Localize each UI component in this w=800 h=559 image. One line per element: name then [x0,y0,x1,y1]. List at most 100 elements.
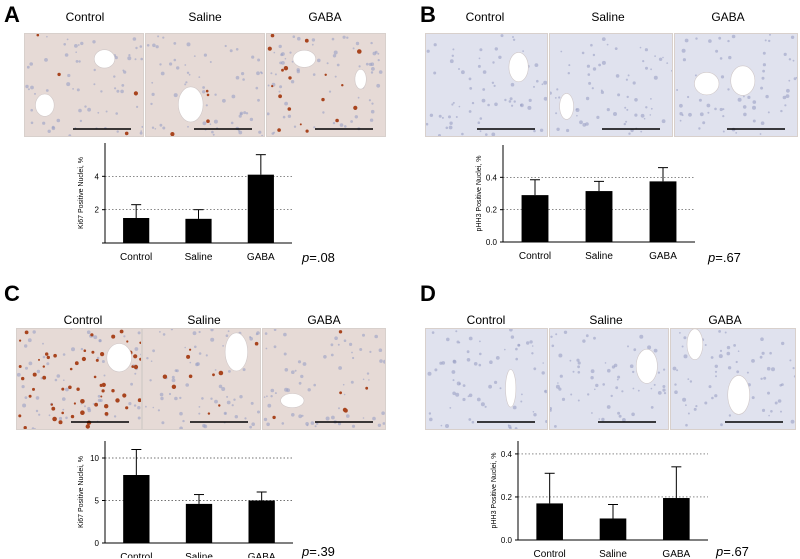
stained-nucleus [101,382,106,387]
bar [599,518,627,540]
nucleus [557,382,559,384]
nucleus [550,335,553,338]
nucleus [617,375,621,379]
stained-nucleus [133,354,138,359]
stained-nucleus [131,365,134,368]
stained-nucleus [133,364,139,370]
nucleus [328,90,332,93]
nucleus [718,36,722,40]
nucleus [113,415,117,418]
nucleus [233,398,236,401]
nucleus [495,356,500,360]
nucleus [315,422,319,425]
nucleus [508,100,512,103]
nucleus [759,355,763,359]
nucleus [681,345,684,348]
nucleus [728,414,732,417]
x-tick-label: Control [120,252,152,263]
nucleus [663,368,666,371]
nucleus [279,61,282,65]
nucleus [762,63,766,67]
stained-nucleus [90,333,94,337]
nucleus [767,111,770,114]
stained-nucleus [74,361,79,366]
nucleus [429,417,433,422]
stained-nucleus [281,68,284,72]
stained-nucleus [206,119,210,123]
nucleus [289,51,292,54]
stained-nucleus [341,84,344,87]
nucleus [702,121,706,125]
nucleus [781,341,785,346]
nucleus [383,359,385,364]
nucleus [297,36,301,41]
nucleus [202,86,205,89]
nucleus [449,59,454,64]
nucleus [774,401,778,405]
nucleus [358,65,361,68]
stained-nucleus [304,38,309,43]
micrograph-texture [550,34,672,136]
vessel-lumen [35,93,55,117]
image-label-gaba: GABA [308,10,342,24]
nucleus [66,82,71,87]
nucleus [598,63,601,67]
nucleus [171,378,176,383]
nucleus [209,61,212,63]
nucleus [569,359,572,362]
nucleus [509,329,513,332]
nucleus [720,423,723,427]
nucleus [54,378,58,382]
nucleus [682,397,687,402]
nucleus [751,396,755,400]
nucleus [47,129,51,133]
nucleus [298,381,302,385]
nucleus [786,88,790,93]
nucleus [56,374,61,378]
p-value: p=.08 [302,250,335,265]
vessel-lumen [93,49,116,69]
nucleus [186,71,190,74]
image-label-saline: Saline [188,10,222,24]
nucleus [76,88,80,92]
nucleus [210,337,215,342]
nucleus [452,379,455,382]
nucleus [313,383,316,387]
nucleus [287,114,292,119]
nucleus [311,38,316,42]
nucleus [62,397,66,401]
vessel-lumen [730,65,756,96]
vessel-lumen [635,348,658,384]
nucleus [777,399,782,403]
x-tick-label: GABA [247,252,275,263]
bar [247,174,274,243]
nucleus [194,345,197,349]
nucleus [727,88,730,91]
nucleus [468,393,473,398]
nucleus [767,391,770,395]
nucleus [198,330,201,334]
nucleus [478,57,481,60]
nucleus [471,101,475,105]
nucleus [642,60,645,63]
nucleus [545,420,547,423]
stained-nucleus [111,389,115,393]
tissue-background [146,34,264,136]
nucleus [157,35,160,38]
y-tick-label: 2 [95,206,100,215]
nucleus [682,58,686,62]
nucleus [683,336,687,340]
stained-nucleus [81,356,86,362]
nucleus [585,122,589,126]
nucleus [154,128,157,130]
nucleus [64,53,69,57]
bar [248,500,275,543]
nucleus [733,344,736,347]
nucleus [168,392,172,396]
nucleus [515,357,518,361]
nucleus [566,128,570,133]
nucleus [722,130,725,133]
nucleus [679,119,682,122]
vessel-lumen [292,49,316,68]
